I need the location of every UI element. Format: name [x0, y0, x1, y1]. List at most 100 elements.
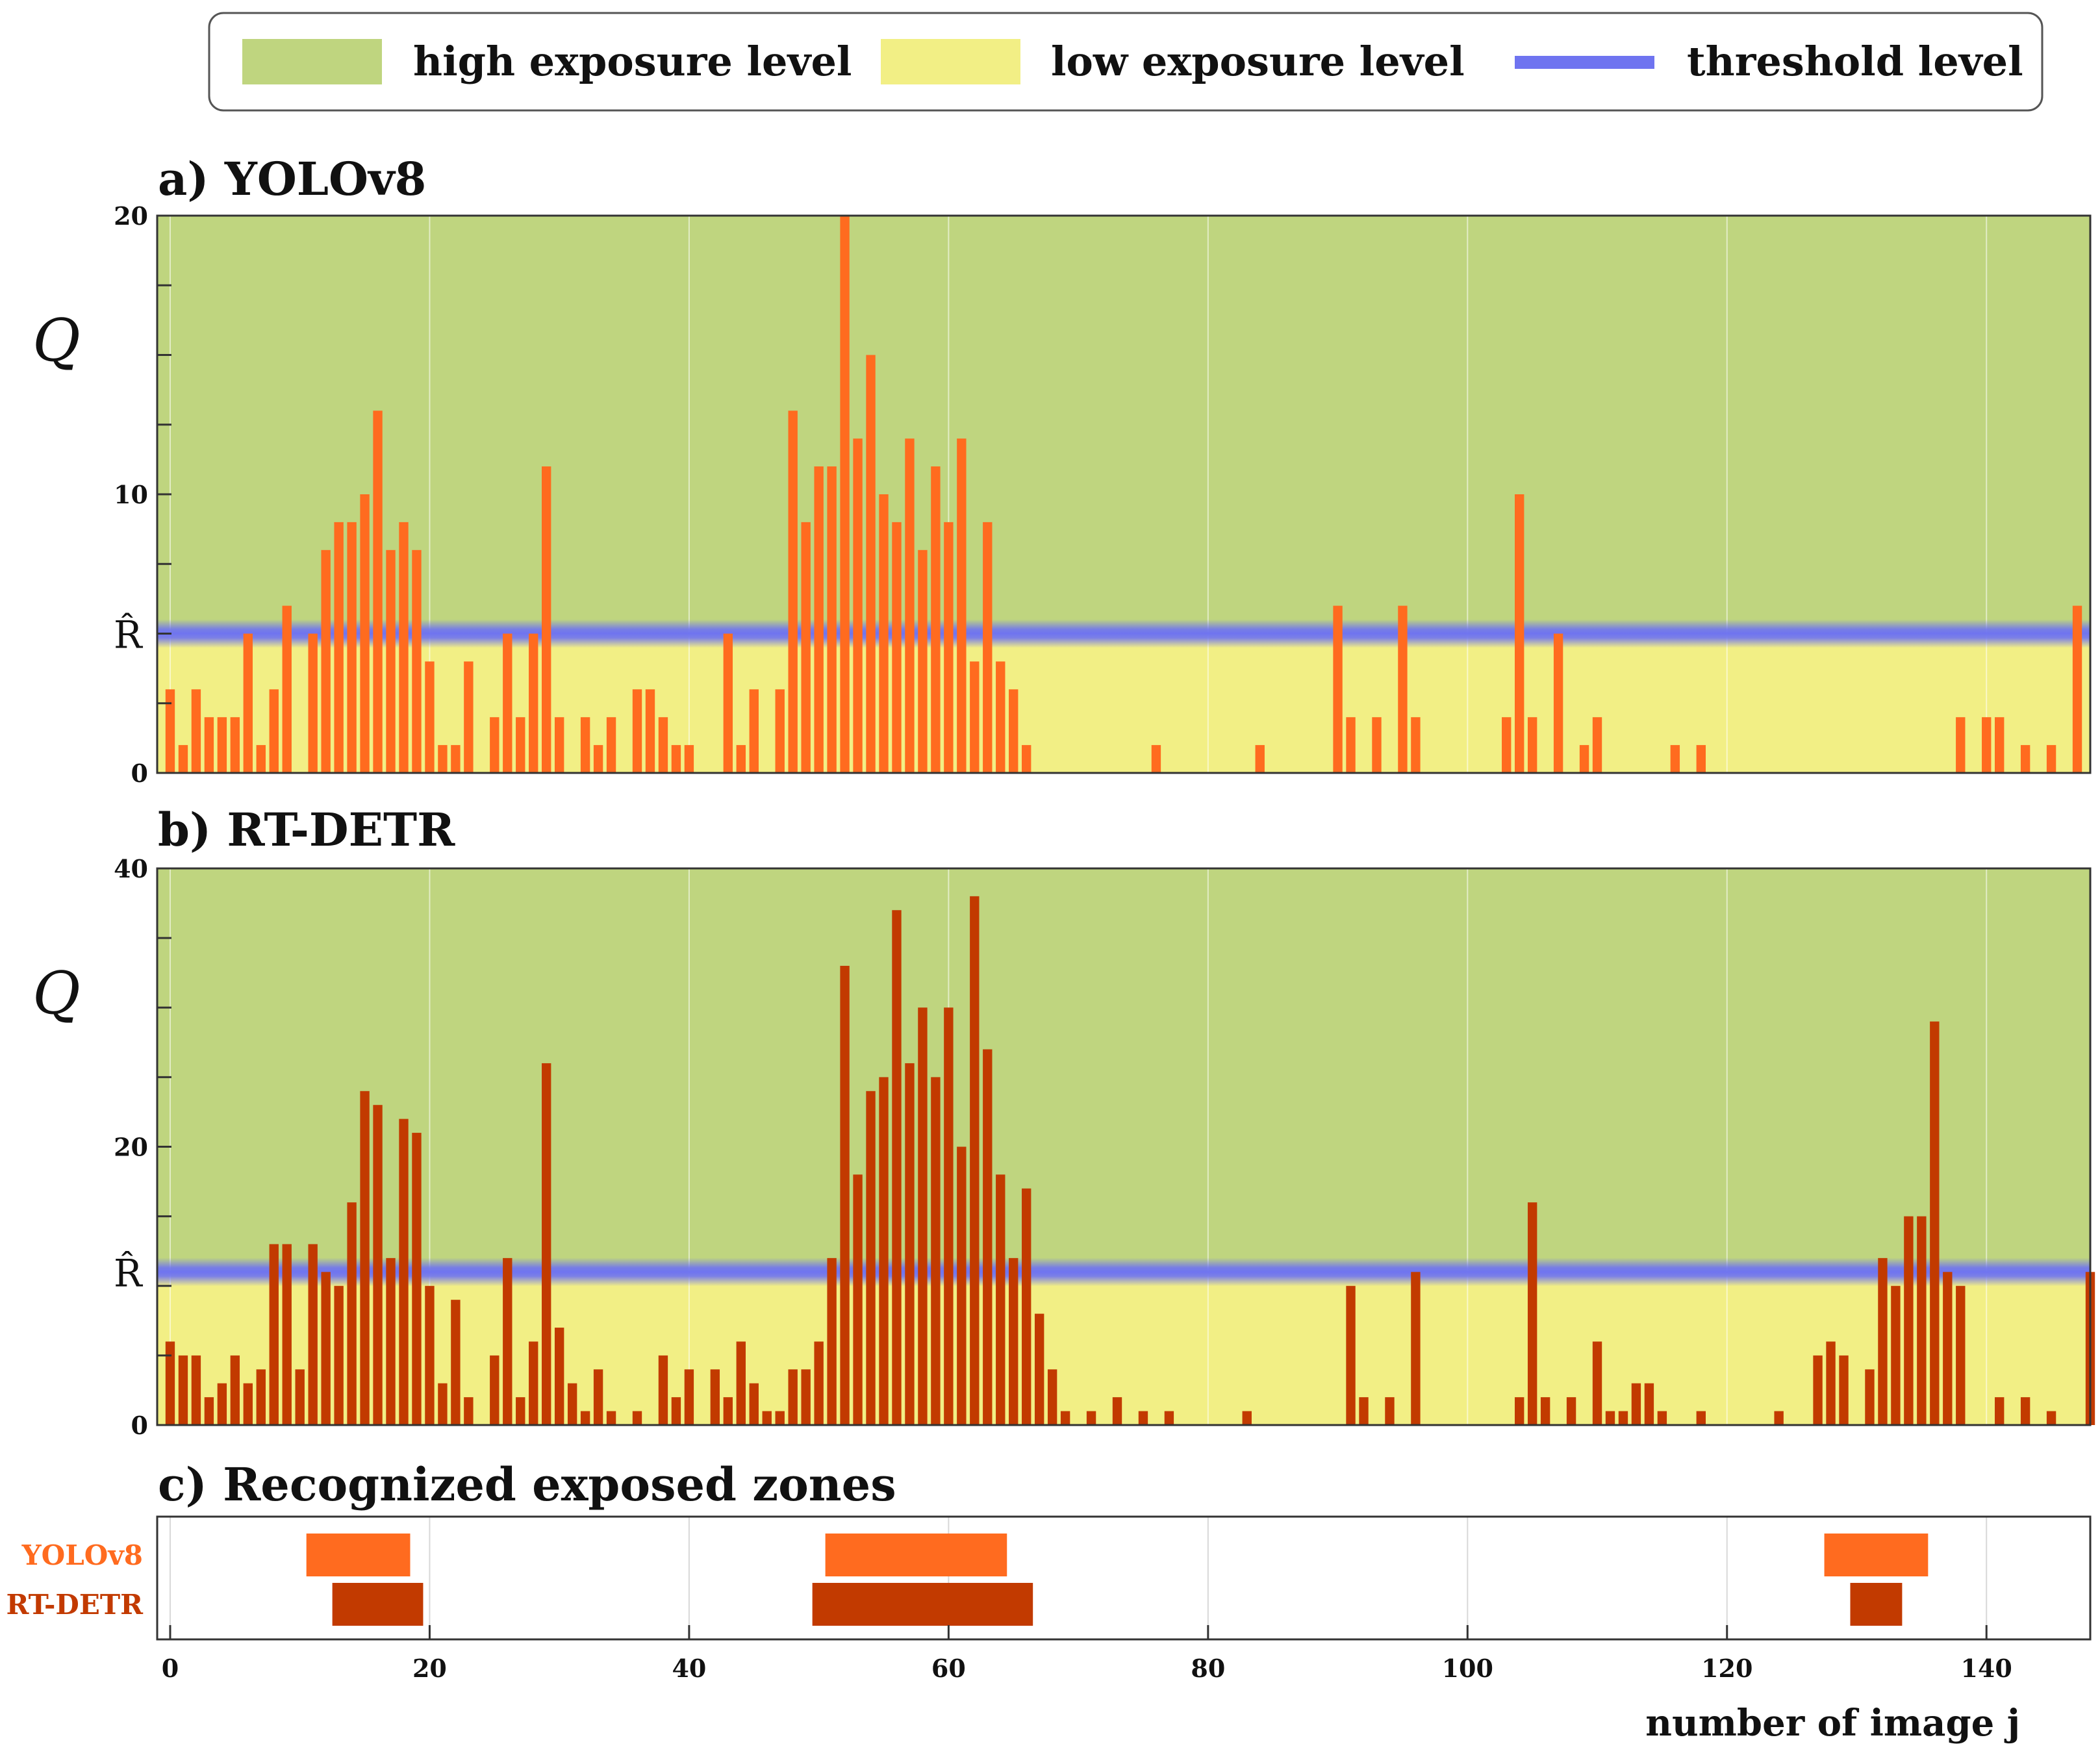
bar — [1112, 1397, 1122, 1425]
bar — [438, 1383, 448, 1425]
bar — [282, 1244, 292, 1425]
panel-a-low-region — [157, 633, 2090, 773]
bar — [996, 661, 1006, 773]
xtick-label: 100 — [1442, 1654, 1493, 1683]
panel-b-ylabel: Q — [32, 959, 81, 1028]
ytick-label: 10 — [114, 480, 148, 509]
bar — [2046, 1411, 2056, 1425]
zone-label-yolov8: YOLOv8 — [21, 1539, 143, 1571]
bar — [645, 689, 655, 773]
panel-b-title: b) RT-DETR — [158, 803, 455, 857]
panel-b-low-region — [157, 1272, 2090, 1425]
bar — [1009, 1257, 1018, 1425]
panel-c-title: c) Recognized exposed zones — [158, 1458, 896, 1511]
bar — [399, 522, 409, 773]
bar — [1994, 717, 2005, 773]
bar — [386, 1257, 396, 1425]
bar — [1333, 605, 1343, 773]
bar — [1009, 689, 1018, 773]
bar — [1696, 745, 1706, 773]
panel-c-background — [157, 1517, 2090, 1639]
bar — [1502, 717, 1512, 773]
bar — [1514, 1397, 1524, 1425]
bar — [347, 522, 357, 773]
bar — [295, 1369, 305, 1425]
bar — [866, 355, 876, 773]
bar — [1346, 717, 1356, 773]
bar — [1411, 1272, 1421, 1425]
bar — [217, 1383, 227, 1425]
bar — [1982, 717, 1992, 773]
xtick-label: 140 — [1961, 1654, 2012, 1683]
panel-yolov8: a) YOLOv8 Q 0 10 20 R̂ — [32, 152, 2092, 788]
bar — [905, 1063, 915, 1425]
bar — [749, 689, 759, 773]
ytick-label: 0 — [131, 1411, 148, 1440]
bar — [827, 466, 837, 773]
bar — [1034, 1313, 1044, 1425]
bar — [490, 717, 500, 773]
bar — [658, 1355, 668, 1425]
bar — [412, 549, 422, 773]
bar — [762, 1411, 772, 1425]
bar — [853, 1174, 863, 1425]
legend-label-threshold: threshold level — [1687, 38, 2023, 85]
bar — [542, 466, 551, 773]
bar — [580, 1411, 590, 1425]
bar — [632, 689, 642, 773]
bar — [944, 522, 954, 773]
legend-label-low: low exposure level — [1051, 38, 1465, 85]
panel-a-high-region — [157, 216, 2090, 634]
bar — [853, 438, 863, 773]
bar — [814, 466, 824, 773]
legend-swatch-threshold — [1515, 56, 1654, 69]
bar — [1774, 1411, 1784, 1425]
bar — [1631, 1383, 1641, 1425]
bar — [1605, 1411, 1615, 1425]
legend-swatch-low — [881, 39, 1020, 84]
bar — [1022, 745, 1031, 773]
legend-label-high: high exposure level — [413, 38, 852, 85]
bar — [230, 717, 240, 773]
bar — [801, 522, 811, 773]
bar — [451, 1300, 461, 1425]
panel-b-bars — [165, 896, 2095, 1425]
panel-b-yticks: 0 20 40 — [114, 854, 171, 1440]
bar — [386, 549, 396, 773]
bar — [464, 1397, 474, 1425]
xtick-label: 20 — [412, 1654, 447, 1683]
legend-frame — [208, 12, 2043, 112]
bar — [308, 633, 318, 773]
bar — [554, 1328, 564, 1425]
bar — [1359, 1397, 1369, 1425]
bar — [1527, 1202, 1537, 1425]
bar — [1917, 1216, 1927, 1425]
panel-a-title: a) YOLOv8 — [158, 152, 426, 206]
bar — [788, 410, 798, 773]
bar — [749, 1383, 759, 1425]
panel-a-threshold-label: R̂ — [114, 612, 144, 657]
bar — [1865, 1369, 1875, 1425]
zone-label-rtdetr: RT-DETR — [6, 1589, 144, 1621]
bar — [1086, 1411, 1096, 1425]
bar — [529, 633, 538, 773]
bar — [360, 1091, 370, 1425]
ytick-label: 20 — [114, 201, 148, 231]
bar — [684, 745, 694, 773]
bar — [1060, 1411, 1070, 1425]
bar — [1242, 1411, 1252, 1425]
xtick-label: 60 — [931, 1654, 966, 1683]
zone-range — [306, 1534, 411, 1576]
ytick-label: 40 — [114, 854, 148, 883]
xtick-label: 80 — [1191, 1654, 1225, 1683]
bar — [788, 1369, 798, 1425]
bar — [1255, 745, 1265, 773]
legend-swatch-high — [242, 39, 382, 84]
panel-rtdetr: b) RT-DETR Q 0 20 40 R̂ — [32, 803, 2095, 1440]
bar — [593, 745, 603, 773]
x-axis-label: number of image j — [1645, 1702, 2020, 1745]
bar — [944, 1007, 954, 1425]
bar — [1022, 1188, 1031, 1425]
bar — [191, 689, 201, 773]
bar — [840, 965, 850, 1425]
